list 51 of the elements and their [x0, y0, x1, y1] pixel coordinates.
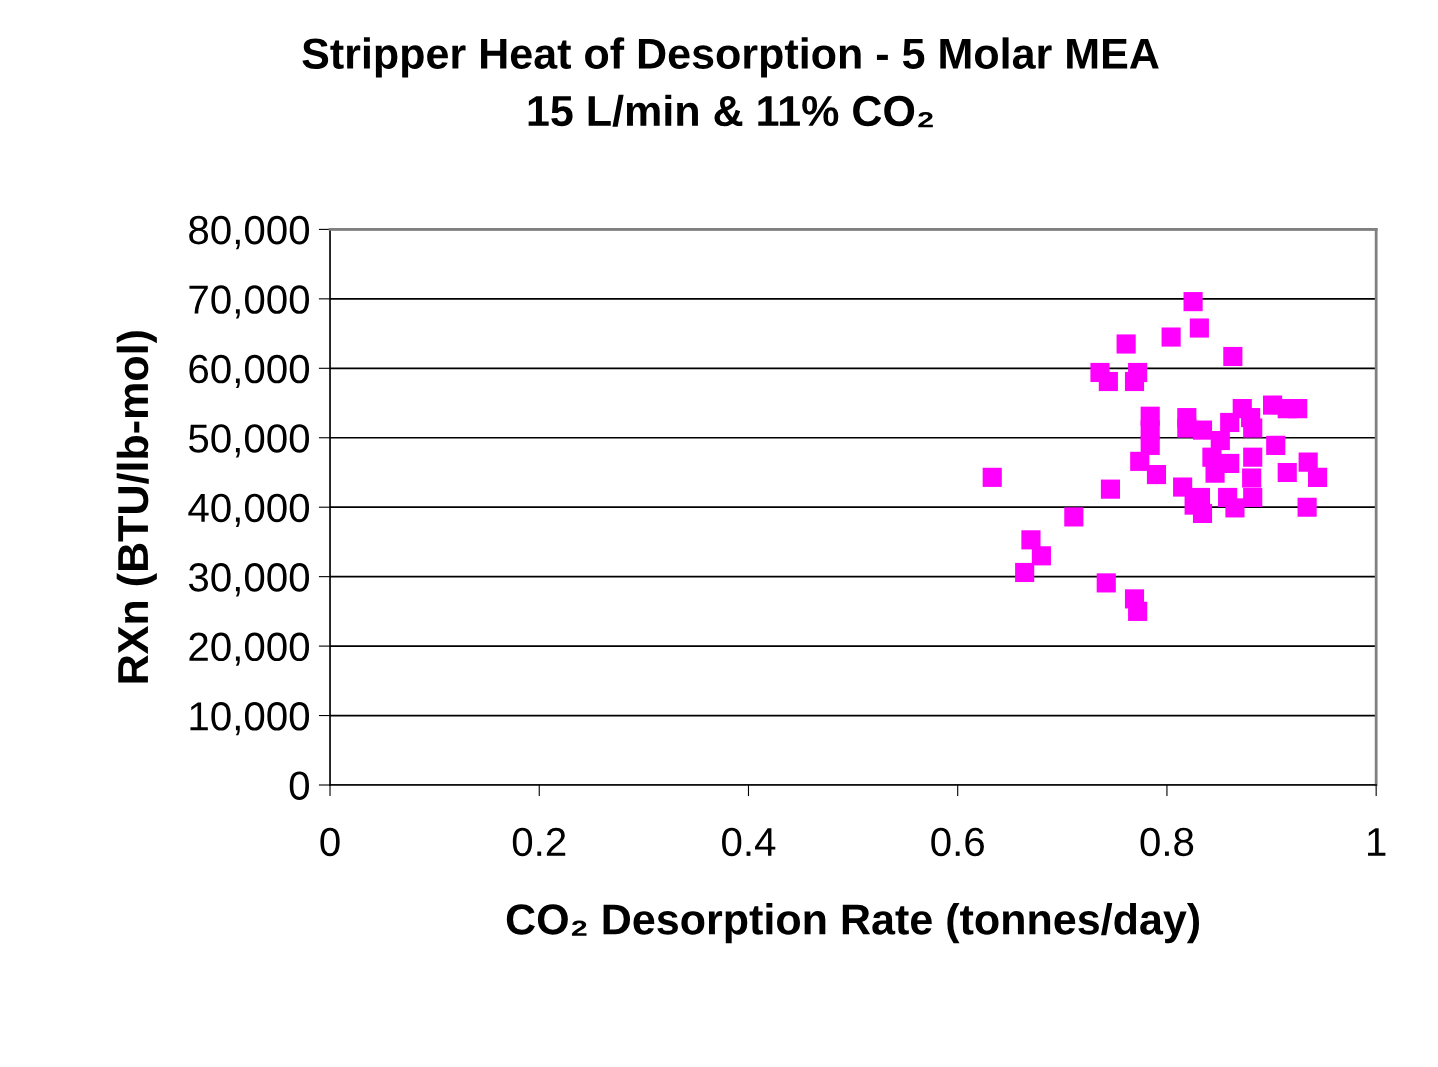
point [1277, 462, 1297, 483]
point [1223, 346, 1243, 367]
y-tick-label: 50,000 [189, 424, 310, 458]
point [1031, 546, 1051, 566]
point [1098, 371, 1118, 392]
point [1308, 467, 1328, 487]
y-tick-label: 10,000 [190, 702, 310, 736]
point [1266, 435, 1286, 455]
x-tick-label: 0.4 [722, 827, 776, 857]
point [982, 467, 1002, 487]
point [1298, 452, 1318, 472]
point [1064, 507, 1084, 527]
point [1192, 420, 1213, 440]
y-tick-label: 20,000 [189, 632, 310, 666]
point [1225, 498, 1245, 518]
point [1128, 601, 1148, 621]
point [1096, 573, 1116, 593]
point [1128, 362, 1148, 383]
point [1189, 318, 1209, 338]
y-axis-title: RXn (BTU/lb-mol) [116, 331, 157, 683]
y-tick-label: 0 [289, 771, 309, 800]
point [1242, 468, 1262, 488]
point [1021, 530, 1041, 550]
point [1243, 418, 1263, 438]
chart-title: Stripper Heat of Desorption - 5 Molar MEA 15 L/min & 11% CO₂ [302, 37, 1159, 128]
y-tick-label: 30,000 [188, 563, 310, 597]
point [1220, 412, 1240, 433]
point [1288, 399, 1308, 419]
y-tick-label: 80,000 [189, 215, 310, 250]
y-tick-label: 60,000 [189, 354, 310, 389]
point [1116, 334, 1136, 354]
point [1100, 479, 1121, 499]
x-tick-label: 0.8 [1140, 827, 1194, 857]
x-tick-label: 0.6 [931, 827, 984, 857]
point [1173, 477, 1193, 497]
point [1146, 464, 1167, 485]
point [1210, 430, 1230, 451]
y-tick-label: 40,000 [188, 493, 310, 527]
point [1015, 562, 1035, 583]
x-axis-title: CO₂ Desorption Rate (tonnes/day) [506, 903, 1200, 944]
point [1140, 406, 1160, 426]
point [1243, 447, 1263, 467]
y-tick-label: 70,000 [189, 285, 310, 319]
point [1297, 497, 1317, 517]
x-tick-label: 0 [320, 827, 340, 857]
x-tick-label: 0.2 [512, 827, 566, 857]
point [1243, 487, 1263, 508]
point [1161, 327, 1181, 347]
x-tick-label: 1 [1368, 828, 1386, 856]
point [1205, 463, 1225, 483]
point [1183, 292, 1203, 312]
